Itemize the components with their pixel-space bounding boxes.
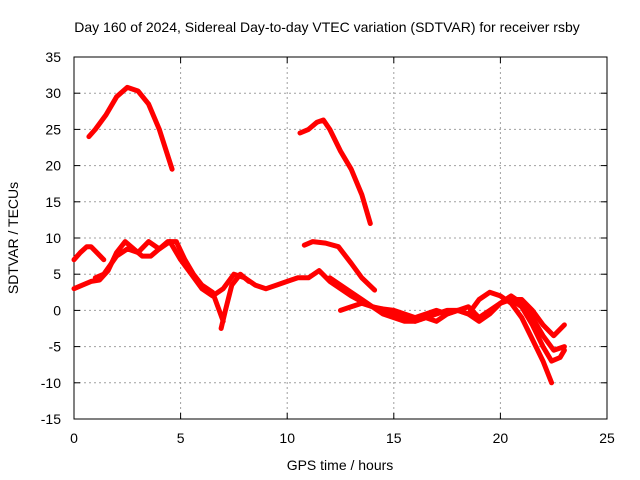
x-tick-label: 0 [70, 430, 78, 446]
series-arc-d [301, 239, 378, 293]
x-tick-label: 10 [279, 430, 295, 446]
series-arc-b [297, 117, 373, 226]
y-tick-label: 15 [45, 194, 61, 210]
data-series [71, 84, 567, 386]
y-tick-label: -10 [41, 375, 61, 391]
y-tick-label: 0 [53, 302, 61, 318]
series-arc-a [86, 84, 175, 172]
x-tick-label: 25 [599, 430, 615, 446]
y-tick-label: -5 [49, 339, 62, 355]
series-arc-f [92, 239, 226, 324]
x-tick-label: 15 [386, 430, 402, 446]
y-tick-label: 10 [45, 230, 61, 246]
y-tick-label: 35 [45, 49, 61, 65]
series-arc-i [338, 297, 567, 339]
x-tick-label: 20 [493, 430, 509, 446]
series-arc-e [71, 239, 555, 386]
x-tick-label: 5 [177, 430, 185, 446]
series-arc-c [71, 244, 107, 263]
y-tick-label: -15 [41, 411, 61, 427]
chart-title: Day 160 of 2024, Sidereal Day-to-day VTE… [74, 19, 580, 35]
y-tick-label: 5 [53, 266, 61, 282]
y-tick-label: 20 [45, 158, 61, 174]
x-axis-label: GPS time / hours [287, 457, 394, 473]
y-tick-label: 25 [45, 121, 61, 137]
axis-ticks: 0 5 10 15 20 25 -15 -10 -5 0 5 10 15 20 25 30 35 [41, 49, 615, 446]
series-arc-j [508, 297, 567, 364]
series-arc-g [218, 271, 252, 331]
y-tick-label: 30 [45, 85, 61, 101]
y-axis-label: SDTVAR / TECUs [5, 182, 21, 294]
